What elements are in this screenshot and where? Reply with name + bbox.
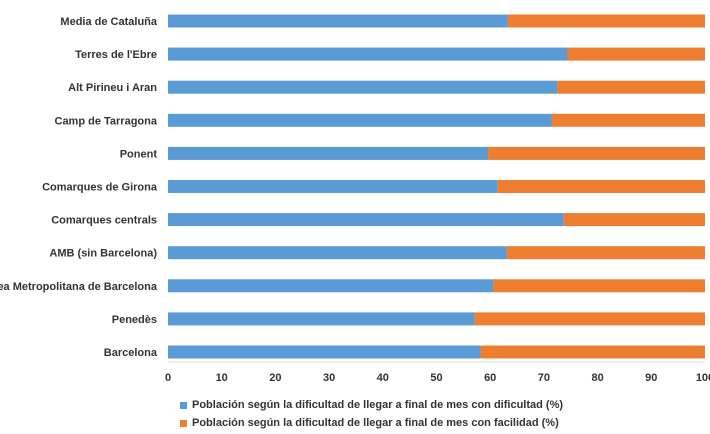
- bar-comarques-de-girona-series-1: [497, 180, 705, 193]
- category-label-ponent: Ponent: [120, 148, 158, 160]
- category-label-camp-de-tarragona: Camp de Tarragona: [55, 115, 158, 127]
- bar-amb-sin-barcelona-series-0: [168, 246, 507, 260]
- bar-comarques-de-girona-series-0: [168, 180, 498, 193]
- bar-camp-de-tarragona-series-1: [551, 113, 705, 127]
- x-tick-label-70: 70: [538, 372, 550, 384]
- x-tick-label-0: 0: [165, 372, 171, 384]
- bar-alt-pirineu-i-aran-series-1: [557, 80, 705, 94]
- category-label-comarques-de-girona: Comarques de Girona: [42, 182, 158, 194]
- legend-swatch-dificultad: [180, 401, 187, 409]
- bar-terres-de-l-ebre-series-1: [567, 47, 705, 61]
- category-label-barcelona: Barcelona: [104, 347, 158, 359]
- x-tick-labels: 0 10 20 30 40 50 60 70 80 90 100: [165, 372, 710, 384]
- x-tick-label-80: 80: [591, 372, 603, 384]
- x-tick-label-50: 50: [430, 372, 442, 384]
- bar-media-de-cataluna-series-0: [168, 14, 508, 28]
- bar-comarques-centrals-series-0: [168, 213, 564, 227]
- bar-penedes-series-1: [474, 312, 705, 326]
- category-labels: Media de Cataluña Terres de l'Ebre Alt Pir…: [0, 16, 158, 359]
- x-tick-label-60: 60: [484, 372, 496, 384]
- bar-area-metropolitana-de-barcelona-series-0: [168, 279, 494, 293]
- bar-camp-de-tarragona-series-0: [168, 113, 552, 127]
- category-label-alt-pirineu-i-aran: Alt Pirineu i Aran: [68, 82, 157, 94]
- bar-media-de-cataluna-series-1: [507, 14, 705, 28]
- bar-ponent-series-0: [168, 146, 489, 160]
- bar-penedes-series-0: [168, 312, 475, 326]
- x-tick-label-90: 90: [645, 372, 657, 384]
- x-tick-label-10: 10: [216, 372, 228, 384]
- x-tick-label-40: 40: [377, 372, 389, 384]
- bar-alt-pirineu-i-aran-series-0: [168, 80, 558, 94]
- legend-swatch-facilidad: [180, 419, 187, 427]
- legend-label-dificultad: Población según la dificultad de llegar …: [192, 399, 564, 411]
- bar-amb-sin-barcelona-series-1: [506, 246, 705, 260]
- x-tick-label-30: 30: [323, 372, 335, 384]
- bars-group: [168, 14, 705, 359]
- category-label-penedes: Penedès: [112, 314, 157, 326]
- bar-comarques-centrals-series-1: [563, 213, 705, 227]
- category-label-terres-de-l-ebre: Terres de l'Ebre: [75, 49, 157, 61]
- x-tick-label-100: 100: [696, 372, 710, 384]
- bar-terres-de-l-ebre-series-0: [168, 47, 568, 61]
- category-label-media-de-cataluna: Media de Cataluña: [60, 16, 157, 28]
- bar-ponent-series-1: [488, 146, 705, 160]
- legend: Población según la dificultad de llegar …: [180, 396, 563, 432]
- category-label-area-metropolitana-de-barcelona: Àrea Metropolitana de Barcelona: [0, 280, 158, 293]
- legend-label-facilidad: Población según la dificultad de llegar …: [192, 417, 559, 429]
- bar-barcelona-series-0: [168, 345, 481, 359]
- bar-area-metropolitana-de-barcelona-series-1: [493, 279, 705, 293]
- legend-item-dificultad: Población según la dificultad de llegar …: [180, 396, 563, 414]
- x-tick-label-20: 20: [269, 372, 281, 384]
- bar-barcelona-series-1: [480, 345, 705, 359]
- legend-item-facilidad: Población según la dificultad de llegar …: [180, 414, 563, 432]
- category-label-amb-sin-barcelona: AMB (sin Barcelona): [49, 248, 157, 260]
- category-label-comarques-centrals: Comarques centrals: [51, 215, 157, 227]
